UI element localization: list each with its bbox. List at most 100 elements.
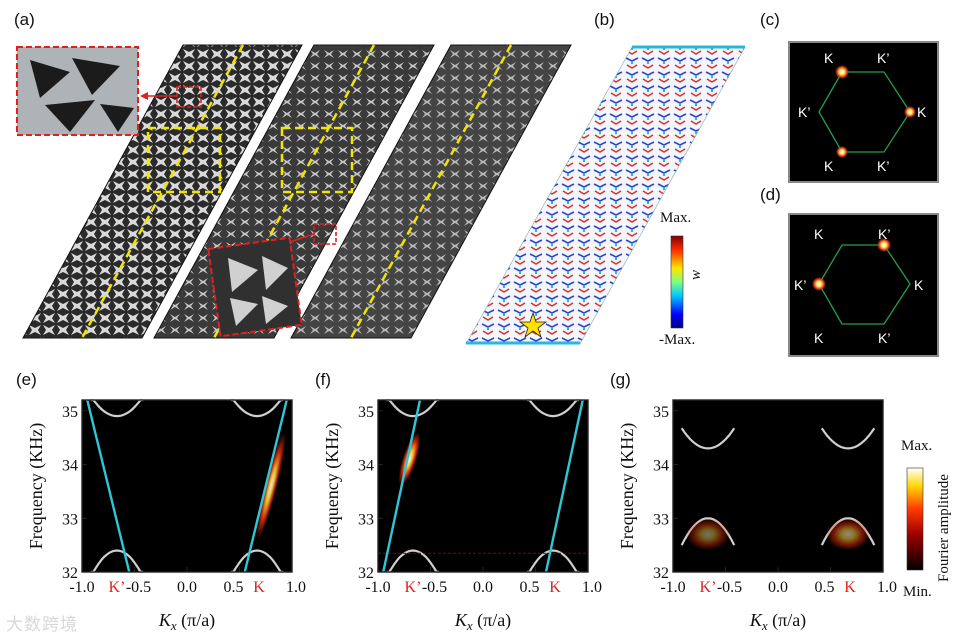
valley-label-right: K (549, 579, 561, 596)
bz-d-label-3: K (914, 277, 924, 293)
panel-a (16, 44, 572, 339)
brillouin-zone-c (818, 71, 911, 153)
fourier-colorbar: Max. Min. Fourier amplitude (901, 438, 952, 600)
plot-area (378, 400, 588, 572)
panel-label-g: (g) (610, 370, 631, 389)
fft-spot-c-3 (836, 146, 848, 158)
bz-d-label-0: K (814, 226, 824, 242)
band-plot-e: 35 34 33 32-1.0 K’ -0.5 0.0 0.5 K 1.0 Kx (π/a) Freq… (26, 398, 306, 633)
valley-label-left: K’ (700, 579, 717, 596)
bulk-band-lower-0 (386, 549, 440, 574)
valley-label-right: K (253, 579, 265, 596)
x-tick-label: 1.0 (286, 579, 306, 596)
panel-b: Max. -Max. w (465, 45, 746, 348)
unit-cell-box-1 (146, 126, 222, 194)
y-tick-label: 32 (653, 565, 669, 582)
w-colorbar-min: -Max. (659, 332, 695, 348)
x-tick-label: 1.0 (582, 579, 602, 596)
zoom-inset-2-triangles (228, 256, 288, 326)
edge-state-line-0 (86, 399, 131, 573)
fourier-colorbar-min: Min. (903, 584, 932, 600)
fourier-colorbar-label: Fourier amplitude (936, 474, 952, 582)
bz-c-label-1: K’ (877, 50, 889, 66)
bulk-band-lower-1 (526, 549, 580, 574)
y-tick-label: 34 (358, 458, 374, 475)
edge-state-line-0 (382, 399, 422, 573)
bulk-band-upper-1 (526, 398, 580, 418)
x-tick-label: -0.5 (422, 579, 447, 596)
plot-area (82, 400, 292, 572)
bulk-band-upper-0 (90, 398, 144, 418)
x-tick-label: -1.0 (69, 579, 94, 596)
panel-label-b: (b) (594, 10, 615, 29)
panel-c: K K’ K’ K K K’ (788, 41, 939, 183)
fft-spot-c-2 (904, 106, 916, 118)
y-tick-label: 35 (62, 404, 78, 421)
y-tick-label: 32 (358, 565, 374, 582)
x-axis-label: Kx (π/a) (158, 610, 215, 633)
unit-cell-box-2 (280, 126, 354, 194)
sample-strip-3 (290, 44, 572, 339)
bulk-band-upper-0 (680, 427, 736, 450)
zoom-inset-2 (207, 236, 303, 338)
valley-label-left: K’ (405, 579, 422, 596)
w-colorbar-max: Max. (660, 210, 691, 226)
source-star (518, 311, 548, 339)
band-plot-g: 35 34 33 32-1.0 K’ -0.5 0.0 0.5 K 1.0 Kx (π/a) Freq… (617, 399, 897, 633)
y-tick-label: 34 (62, 458, 78, 475)
x-tick-label: -0.5 (126, 579, 151, 596)
intensity-glow (685, 518, 730, 551)
band-plot-f: 35 34 33 32-1.0 K’ -0.5 0.0 0.5 K 1.0 Kx (π/a) Freq… (322, 398, 602, 633)
x-tick-label: 0.0 (473, 579, 493, 596)
fft-spot-c-1 (835, 65, 849, 79)
bulk-band-lower-1 (230, 549, 284, 574)
bz-d-label-1: K’ (878, 226, 890, 242)
bulk-band-lower-0 (90, 549, 144, 574)
x-tick-label: 0.5 (224, 579, 244, 596)
x-tick-label: 0.5 (815, 579, 835, 596)
y-tick-label: 34 (653, 458, 669, 475)
x-tick-label: 0.5 (520, 579, 540, 596)
bz-d-label-2: K’ (794, 277, 806, 293)
w-colorbar (670, 235, 684, 329)
fft-spot-d-1 (877, 238, 891, 252)
y-axis-label: Frequency (KHz) (322, 423, 343, 549)
y-tick-label: 35 (358, 404, 374, 421)
w-colorbar-symbol: w (688, 270, 704, 280)
intensity-glow (256, 432, 286, 540)
x-axis-label: Kx (π/a) (454, 610, 511, 633)
panel-label-a: (a) (14, 10, 35, 29)
watermark: 大数跨境 (6, 615, 78, 635)
bz-c-label-2: K’ (798, 104, 810, 120)
panel-label-e: (e) (16, 370, 37, 389)
zoom-inset-1-triangles (30, 58, 134, 132)
y-tick-label: 33 (62, 511, 78, 528)
y-axis-label: Frequency (KHz) (617, 423, 638, 549)
panel-d: K K’ K’ K K K’ (788, 213, 939, 357)
intensity-glow (826, 518, 871, 551)
zoom-arrowhead-1 (140, 92, 148, 100)
panel-label-c: (c) (760, 10, 780, 29)
bz-c-label-0: K (824, 50, 834, 66)
x-tick-label: 0.0 (768, 579, 788, 596)
domain-wall-3 (349, 44, 513, 339)
fourier-colorbar-max: Max. (901, 438, 932, 454)
edge-state-line-1 (544, 399, 584, 573)
y-tick-label: 35 (653, 404, 669, 421)
x-tick-label: 0.0 (177, 579, 197, 596)
y-tick-label: 32 (62, 565, 78, 582)
x-tick-label: -0.5 (717, 579, 742, 596)
sample-strip-1 (22, 44, 303, 339)
bulk-band-upper-1 (230, 398, 284, 418)
fourier-colorbar-bar (906, 467, 924, 571)
x-axis-label: Kx (π/a) (749, 610, 806, 633)
valley-label-right: K (844, 579, 856, 596)
bulk-band-upper-1 (820, 427, 876, 450)
bz-d-label-5: K’ (878, 330, 890, 346)
fft-spot-d-2 (812, 277, 826, 291)
domain-wall-1 (80, 44, 245, 339)
zoom-target-1 (176, 86, 202, 108)
panel-label-f: (f) (315, 370, 332, 389)
bz-d-label-4: K (814, 330, 824, 346)
